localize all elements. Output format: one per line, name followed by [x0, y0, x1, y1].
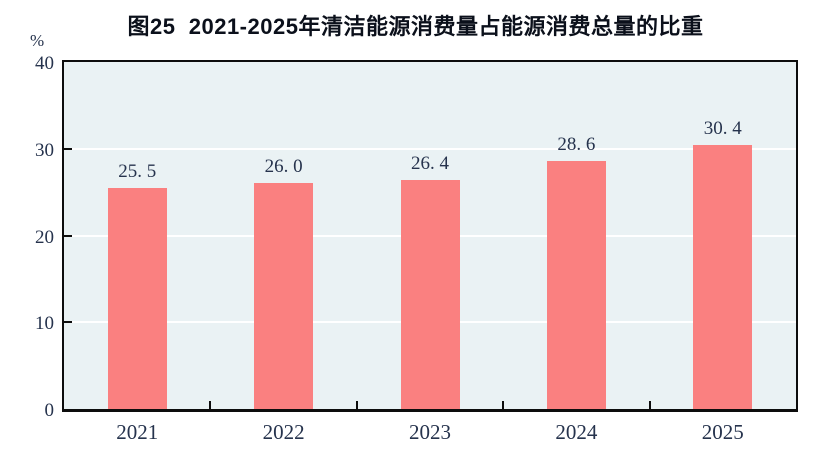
bar-value-label-2024: 28. 6	[557, 133, 596, 155]
bar-2024	[546, 160, 606, 409]
x-axis-tick-2	[355, 401, 358, 409]
y-tick-label-30: 30	[35, 139, 54, 161]
gridline-30	[64, 147, 796, 150]
bar-value-label-2025: 30. 4	[703, 118, 742, 140]
x-axis-label-2023: 2023	[409, 420, 451, 444]
y-tick-label-10: 10	[35, 313, 54, 335]
y-axis-unit-label: %	[30, 31, 45, 50]
y-axis-tick-20	[64, 234, 72, 237]
x-axis-label-2024: 2024	[555, 420, 598, 444]
bar-value-label-2022: 26. 0	[264, 156, 303, 178]
plot-area: 25. 5 26. 0 26. 4 28. 6 30. 4	[62, 60, 798, 412]
x-axis-label-2022: 2022	[262, 420, 305, 444]
bar-2025	[693, 145, 753, 409]
chart-title: 图25 2021-2025年清洁能源消费量占能源消费总量的比重	[127, 14, 704, 39]
y-axis-tick-10	[64, 321, 72, 324]
bar-2023	[400, 179, 460, 409]
bar-value-label-2023: 26. 4	[411, 152, 449, 174]
y-axis-tick-30	[64, 147, 72, 150]
x-axis-tick-3	[502, 401, 505, 409]
x-axis-label-2021: 2021	[116, 420, 159, 444]
x-axis-label-2025: 2025	[701, 420, 744, 444]
bar-2021	[107, 187, 167, 409]
bar-value-label-2021: 25. 5	[118, 160, 157, 182]
y-tick-label-0: 0	[44, 400, 55, 421]
y-tick-label-40: 40	[35, 53, 54, 74]
y-tick-label-20: 20	[35, 226, 54, 248]
x-axis-tick-4	[648, 401, 651, 409]
x-axis-tick-1	[209, 401, 212, 409]
bar-2022	[254, 183, 314, 409]
